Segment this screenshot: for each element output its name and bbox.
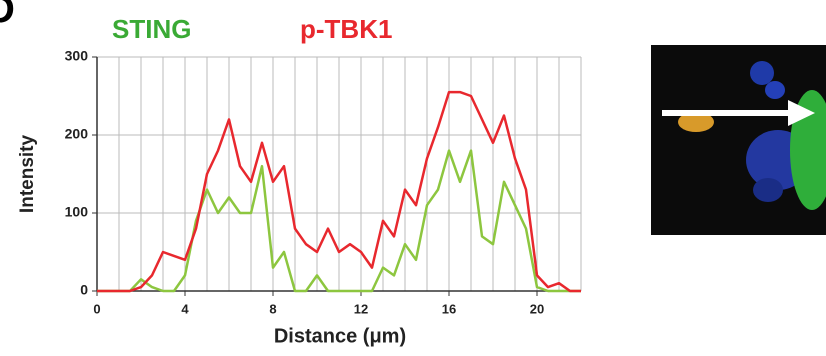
x-tick-label: 16	[442, 301, 456, 316]
figure: D Intensity Distance (μm) 0 100 200 300 0 4 8 1…	[0, 0, 826, 356]
y-tick-label: 300	[65, 48, 89, 64]
y-tick-label: 0	[80, 282, 88, 298]
cell	[765, 81, 785, 99]
panel-label: D	[0, 0, 15, 32]
cell	[753, 178, 783, 202]
x-tick-label: 8	[269, 301, 276, 316]
y-tick-label: 100	[65, 204, 89, 220]
cell	[750, 61, 774, 85]
micrograph	[651, 45, 826, 235]
legend-label: STING	[112, 14, 191, 44]
legend-label: p-TBK1	[300, 14, 392, 44]
y-axis-label: Intensity	[17, 135, 38, 214]
x-axis-label: Distance (μm)	[274, 325, 406, 347]
y-tick-label: 200	[65, 126, 89, 142]
x-tick-label: 0	[93, 301, 100, 316]
x-tick-label: 4	[181, 301, 189, 316]
x-tick-label: 12	[354, 301, 368, 316]
x-tick-label: 20	[530, 301, 544, 316]
